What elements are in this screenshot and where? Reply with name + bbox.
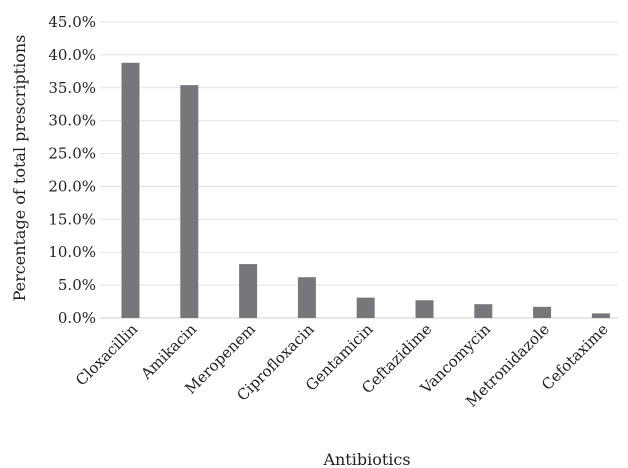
gridlines <box>100 21 618 319</box>
bar-gentamicin <box>356 297 375 318</box>
bars <box>121 62 610 318</box>
y-axis-title: Percentage of total prescriptions <box>10 35 29 302</box>
y-tick-label: 0.0% <box>58 309 96 327</box>
bar-ciprofloxacin <box>297 277 316 318</box>
y-tick-label: 30.0% <box>48 112 96 130</box>
y-tick-label: 35.0% <box>48 79 96 97</box>
bar-vancomycin <box>474 304 493 318</box>
bar-cefotaxime <box>591 313 610 318</box>
y-tick-label: 45.0% <box>48 13 96 31</box>
x-tick-label: Amikacin <box>137 320 201 384</box>
y-tick-label: 25.0% <box>48 145 96 163</box>
bar-amikacin <box>180 85 199 318</box>
y-tick-label: 5.0% <box>58 276 96 294</box>
bar-cloxacillin <box>121 62 140 318</box>
y-axis-tick-labels: 0.0% 5.0% 10.0% 15.0% 20.0% 25.0% 30.0% 35.0% 40… <box>48 13 96 327</box>
x-axis-tick-labels: CloxacillinAmikacinMeropenemCiprofloxaci… <box>72 320 612 411</box>
bar-ceftazidime <box>415 300 434 318</box>
y-tick-label: 20.0% <box>48 177 96 195</box>
x-tick-label: Cloxacillin <box>72 320 142 390</box>
x-axis-title: Antibiotics <box>322 450 410 468</box>
y-tick-label: 40.0% <box>48 46 96 64</box>
y-tick-label: 15.0% <box>48 210 96 228</box>
y-tick-label: 10.0% <box>48 243 96 261</box>
bar-metronidazole <box>533 306 552 318</box>
bar-meropenem <box>239 264 258 318</box>
